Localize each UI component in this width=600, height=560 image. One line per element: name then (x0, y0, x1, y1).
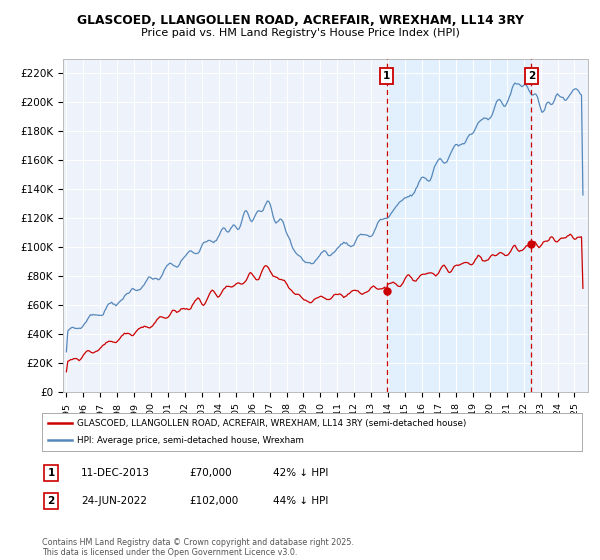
Text: 11-DEC-2013: 11-DEC-2013 (81, 468, 150, 478)
Text: 42% ↓ HPI: 42% ↓ HPI (273, 468, 328, 478)
Text: 2: 2 (47, 496, 55, 506)
Text: HPI: Average price, semi-detached house, Wrexham: HPI: Average price, semi-detached house,… (77, 436, 304, 445)
Text: £102,000: £102,000 (189, 496, 238, 506)
Bar (387, 59, 532, 392)
Text: 2: 2 (528, 71, 535, 81)
Text: 1: 1 (47, 468, 55, 478)
Text: GLASCOED, LLANGOLLEN ROAD, ACREFAIR, WREXHAM, LL14 3RY: GLASCOED, LLANGOLLEN ROAD, ACREFAIR, WRE… (77, 14, 523, 27)
Text: Contains HM Land Registry data © Crown copyright and database right 2025.
This d: Contains HM Land Registry data © Crown c… (42, 538, 354, 557)
Text: 24-JUN-2022: 24-JUN-2022 (81, 496, 147, 506)
Text: GLASCOED, LLANGOLLEN ROAD, ACREFAIR, WREXHAM, LL14 3RY (semi-detached house): GLASCOED, LLANGOLLEN ROAD, ACREFAIR, WRE… (77, 419, 466, 428)
Text: Price paid vs. HM Land Registry's House Price Index (HPI): Price paid vs. HM Land Registry's House … (140, 28, 460, 38)
Text: 1: 1 (383, 71, 391, 81)
Text: £70,000: £70,000 (189, 468, 232, 478)
Text: 44% ↓ HPI: 44% ↓ HPI (273, 496, 328, 506)
